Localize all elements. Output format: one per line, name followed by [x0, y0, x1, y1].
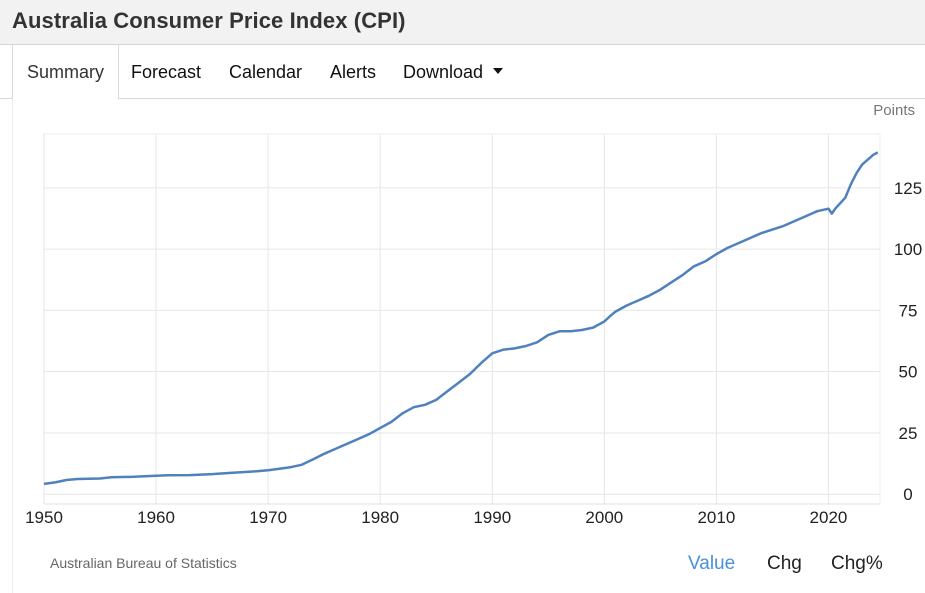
x-tick-labels: 1950 1960 1970 1980 1990 2000 2010 2020	[25, 508, 847, 527]
tab-forecast[interactable]: Forecast	[131, 62, 202, 82]
vertical-gridlines	[43, 134, 829, 504]
y-tick-label: 50	[899, 363, 918, 382]
value-toggle[interactable]: Value	[688, 553, 736, 574]
cpi-series-line	[43, 151, 879, 486]
tab-calendar[interactable]: Calendar	[229, 62, 303, 82]
chg-pct-toggle[interactable]: Chg%	[831, 553, 883, 574]
x-tick-label: 1950	[25, 508, 63, 527]
y-tick-label: 125	[894, 179, 922, 198]
header-bar: Australia Consumer Price Index (CPI)	[0, 0, 925, 45]
y-tick-label: 0	[903, 485, 912, 504]
caret-down-icon	[493, 68, 504, 75]
x-tick-label: 2010	[697, 508, 735, 527]
x-tick-label: 1970	[249, 508, 287, 527]
tab-download-label: Download	[403, 62, 484, 82]
panel-border	[12, 99, 13, 593]
y-tick-label: 100	[894, 240, 922, 259]
tab-summary[interactable]: Summary	[12, 45, 119, 100]
x-tick-label: 1990	[473, 508, 511, 527]
tab-alerts[interactable]: Alerts	[330, 62, 377, 82]
chart-units-label: Points	[873, 102, 915, 119]
y-tick-label: 25	[899, 424, 918, 443]
x-tick-label: 1980	[361, 508, 399, 527]
x-tick-label: 1960	[137, 508, 175, 527]
y-tick-label: 75	[899, 301, 918, 320]
y-tick-labels: 0 25 50 75 100 125	[894, 179, 922, 504]
tab-bar: Summary Forecast Calendar Alerts Downloa…	[0, 45, 925, 100]
horizontal-gridlines	[44, 187, 880, 495]
plot-frame	[43, 133, 881, 505]
x-tick-label: 2000	[585, 508, 623, 527]
page-title: Australia Consumer Price Index (CPI)	[12, 8, 406, 33]
x-tick-label: 2020	[810, 508, 848, 527]
tab-download[interactable]: Download	[403, 45, 504, 99]
chg-toggle[interactable]: Chg	[767, 553, 802, 574]
data-source: Australian Bureau of Statistics	[50, 555, 237, 571]
